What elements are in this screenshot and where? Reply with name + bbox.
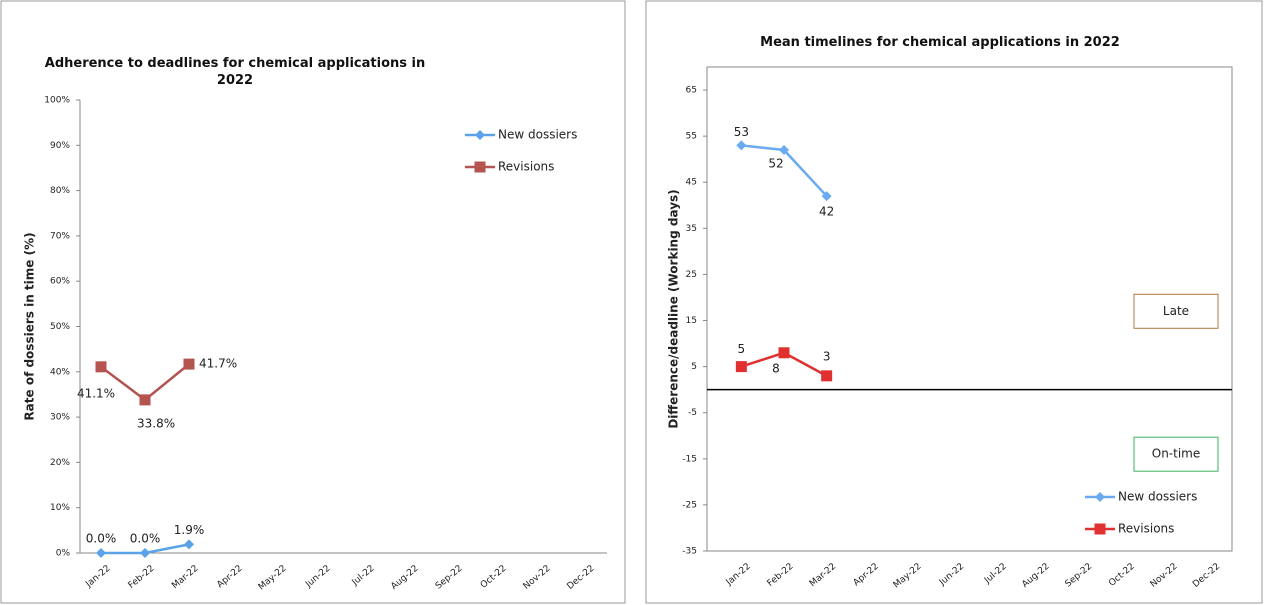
data-label: 42 bbox=[819, 205, 834, 219]
data-label: 1.9% bbox=[174, 523, 205, 537]
y-tick-label: 100% bbox=[44, 96, 70, 106]
point-marker bbox=[96, 548, 106, 558]
panel-frame bbox=[645, 0, 1263, 604]
panel-frame bbox=[0, 0, 626, 604]
y-tick-label: -15 bbox=[682, 454, 697, 464]
legend-label: Revisions bbox=[498, 160, 554, 174]
data-label: 41.1% bbox=[77, 386, 115, 400]
data-label: 33.8% bbox=[137, 416, 175, 430]
x-tick-label: Apr-22 bbox=[215, 564, 244, 591]
data-label: 52 bbox=[768, 156, 783, 170]
data-label: 8 bbox=[772, 361, 780, 375]
x-tick-label: May-22 bbox=[257, 564, 289, 593]
legend-label: New dossiers bbox=[1118, 490, 1197, 504]
x-tick-label: Mar-22 bbox=[808, 562, 838, 590]
chart-title-box: Adherence to deadlines for chemical appl… bbox=[44, 56, 426, 88]
point-marker bbox=[140, 548, 150, 558]
legend-label: Revisions bbox=[1118, 522, 1174, 536]
y-tick-label: 40% bbox=[50, 367, 70, 377]
x-tick-label: Dec-22 bbox=[565, 564, 596, 592]
y-tick-label: 35 bbox=[686, 224, 697, 234]
x-tick-label: Aug-22 bbox=[389, 564, 420, 592]
x-tick-label: Jun-22 bbox=[937, 562, 966, 589]
y-tick-label: 50% bbox=[50, 322, 70, 332]
data-label: 0.0% bbox=[130, 532, 161, 546]
y-tick-label: 5 bbox=[691, 362, 697, 372]
point-marker bbox=[1095, 492, 1105, 502]
point-marker bbox=[779, 144, 789, 155]
y-tick-label: -25 bbox=[682, 500, 697, 510]
point-marker bbox=[821, 370, 833, 382]
y-tick-label: 30% bbox=[50, 413, 70, 423]
x-tick-label: Jul-22 bbox=[982, 562, 1009, 587]
x-tick-label: Apr-22 bbox=[852, 562, 881, 589]
y-tick-label: -5 bbox=[688, 408, 697, 418]
point-marker bbox=[95, 361, 107, 373]
x-tick-label: Jan-22 bbox=[83, 564, 112, 591]
y-tick-label: 65 bbox=[686, 86, 697, 96]
x-tick-label: Jan-22 bbox=[724, 562, 753, 589]
y-axis-label: Difference/deadline (Working days) bbox=[667, 189, 681, 428]
plot-frame bbox=[706, 66, 1233, 552]
x-tick-label: May-22 bbox=[892, 562, 924, 591]
point-marker bbox=[736, 140, 747, 151]
y-tick-label: 70% bbox=[50, 231, 70, 241]
x-tick-label: Dec-22 bbox=[1191, 562, 1222, 590]
annotation-box bbox=[1133, 293, 1219, 329]
x-tick-label: Nov-22 bbox=[522, 564, 553, 592]
x-tick-label: Sep-22 bbox=[1064, 562, 1095, 590]
point-marker bbox=[183, 358, 195, 370]
data-label: 0.0% bbox=[86, 532, 117, 546]
annotation-box bbox=[1133, 436, 1219, 472]
x-tick-label: Sep-22 bbox=[434, 564, 465, 592]
y-tick-label: 0% bbox=[56, 549, 71, 559]
y-tick-label: 55 bbox=[686, 132, 697, 142]
y-tick-label: 90% bbox=[50, 141, 70, 151]
x-tick-label: Oct-22 bbox=[1107, 562, 1137, 589]
x-tick-label: Feb-22 bbox=[127, 564, 157, 591]
x-tick-label: Feb-22 bbox=[766, 562, 796, 589]
y-tick-label: 25 bbox=[686, 270, 697, 280]
point-marker bbox=[778, 347, 790, 359]
point-marker bbox=[1094, 523, 1106, 535]
x-tick-label: Oct-22 bbox=[479, 564, 509, 591]
y-axis-label: Rate of dossiers in time (%) bbox=[23, 232, 37, 420]
chart-title: Mean timelines for chemical applications… bbox=[760, 35, 1120, 50]
point-marker bbox=[475, 130, 485, 140]
y-tick-label: 80% bbox=[50, 186, 70, 196]
y-tick-label: 60% bbox=[50, 277, 70, 287]
x-tick-label: Jun-22 bbox=[303, 564, 332, 591]
y-tick-label: 10% bbox=[50, 503, 70, 513]
data-label: 5 bbox=[738, 342, 746, 356]
y-tick-label: -35 bbox=[682, 547, 697, 557]
point-marker bbox=[474, 161, 486, 173]
data-label: 41.7% bbox=[199, 357, 237, 371]
y-tick-label: 20% bbox=[50, 458, 70, 468]
data-label: 53 bbox=[734, 125, 749, 139]
annotation: On-time bbox=[1152, 447, 1201, 461]
y-tick-label: 15 bbox=[686, 316, 697, 326]
point-marker bbox=[821, 191, 832, 202]
x-tick-label: Jul-22 bbox=[350, 564, 377, 589]
point-marker bbox=[735, 361, 747, 373]
point-marker bbox=[139, 394, 151, 406]
y-tick-label: 45 bbox=[686, 178, 697, 188]
data-label: 3 bbox=[823, 349, 831, 363]
legend-label: New dossiers bbox=[498, 128, 577, 142]
chart-title: Adherence to deadlines for chemical appl… bbox=[44, 56, 426, 88]
chart-title-box: Mean timelines for chemical applications… bbox=[760, 35, 1120, 50]
x-tick-label: Mar-22 bbox=[170, 564, 200, 592]
x-tick-label: Aug-22 bbox=[1020, 562, 1051, 590]
x-tick-label: Nov-22 bbox=[1149, 562, 1180, 590]
point-marker bbox=[184, 539, 194, 550]
annotation: Late bbox=[1163, 304, 1189, 318]
